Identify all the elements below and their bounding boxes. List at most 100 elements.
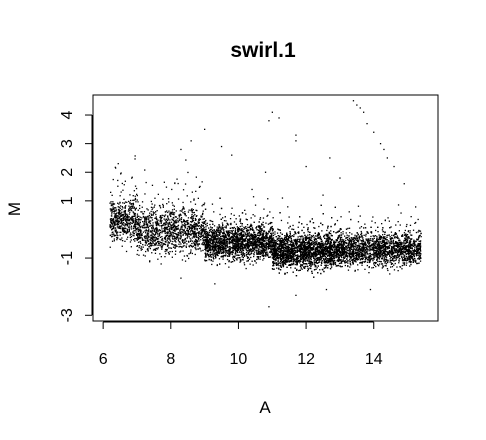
- data-point: [218, 229, 220, 231]
- data-point: [222, 243, 224, 246]
- data-point: [241, 243, 243, 245]
- data-point: [190, 229, 192, 231]
- data-point: [143, 222, 145, 224]
- data-point: [187, 211, 190, 213]
- data-point: [227, 249, 230, 251]
- data-point: [227, 241, 229, 243]
- data-point: [129, 219, 131, 221]
- data-point: [200, 233, 203, 235]
- data-point: [157, 193, 159, 195]
- data-point: [126, 230, 129, 232]
- data-point: [144, 255, 146, 257]
- data-point: [224, 216, 226, 218]
- data-point: [166, 227, 168, 229]
- data-point: [262, 217, 265, 219]
- data-point: [150, 231, 152, 233]
- data-point: [261, 223, 263, 225]
- data-point: [260, 253, 262, 255]
- data-point: [112, 225, 114, 227]
- data-point: [195, 245, 197, 247]
- data-point: [203, 218, 205, 220]
- data-point: [166, 237, 169, 239]
- data-point: [134, 240, 136, 242]
- data-point: [137, 209, 139, 211]
- data-point: [241, 235, 243, 237]
- data-point: [195, 176, 197, 178]
- data-point: [152, 228, 154, 230]
- data-point: [125, 217, 127, 219]
- data-point: [245, 242, 247, 245]
- data-point: [129, 206, 131, 208]
- data-point: [140, 219, 142, 221]
- data-point: [204, 230, 206, 232]
- data-point: [262, 233, 264, 235]
- data-point: [167, 217, 169, 219]
- data-point: [121, 208, 123, 211]
- data-point: [160, 263, 162, 265]
- data-point: [120, 214, 122, 216]
- data-point: [221, 226, 223, 228]
- data-point: [209, 245, 211, 247]
- data-point: [235, 237, 237, 239]
- data-point: [271, 234, 273, 236]
- data-point: [124, 231, 126, 234]
- data-point: [251, 238, 253, 240]
- data-point: [194, 224, 196, 226]
- data-point: [123, 229, 126, 231]
- data-point: [149, 247, 151, 250]
- data-point: [258, 230, 261, 233]
- data-point: [259, 240, 261, 242]
- data-point: [220, 250, 222, 253]
- data-point: [249, 225, 251, 228]
- data-point: [183, 229, 185, 231]
- data-point: [172, 229, 174, 231]
- data-point: [136, 199, 138, 201]
- data-point: [237, 245, 240, 247]
- data-point: [129, 194, 131, 196]
- data-point: [139, 231, 142, 233]
- data-point: [256, 238, 258, 240]
- data-point: [244, 246, 247, 248]
- data-point: [212, 241, 214, 244]
- data-point: [226, 243, 228, 245]
- data-point: [235, 246, 238, 248]
- data-point: [146, 226, 148, 228]
- data-point: [255, 241, 257, 243]
- data-point: [114, 207, 116, 209]
- data-point: [239, 229, 241, 231]
- data-point: [268, 247, 271, 249]
- data-point: [212, 220, 214, 223]
- data-point: [225, 244, 227, 246]
- data-point: [145, 240, 147, 242]
- data-point: [168, 201, 170, 203]
- data-point: [203, 204, 205, 206]
- data-point: [177, 182, 179, 185]
- data-point: [263, 255, 265, 257]
- data-point: [225, 220, 227, 222]
- data-point: [170, 233, 172, 235]
- data-point: [254, 260, 256, 262]
- data-point: [150, 213, 152, 215]
- data-point: [143, 216, 145, 219]
- data-point: [259, 258, 261, 260]
- data-point: [269, 231, 271, 233]
- data-point: [116, 221, 118, 223]
- data-point: [194, 214, 196, 216]
- data-point: [154, 243, 156, 245]
- data-point: [185, 159, 187, 161]
- data-point: [271, 227, 273, 230]
- data-point: [157, 240, 159, 243]
- data-point: [214, 255, 216, 257]
- data-point: [123, 227, 125, 229]
- data-point: [271, 239, 273, 241]
- data-point: [134, 199, 137, 201]
- data-point: [204, 248, 206, 250]
- data-point: [228, 235, 230, 237]
- data-point: [118, 227, 121, 229]
- data-point: [193, 235, 195, 238]
- data-point: [159, 232, 161, 234]
- data-point: [219, 225, 221, 227]
- data-point: [256, 244, 258, 246]
- data-point: [224, 242, 226, 244]
- data-point: [148, 229, 150, 232]
